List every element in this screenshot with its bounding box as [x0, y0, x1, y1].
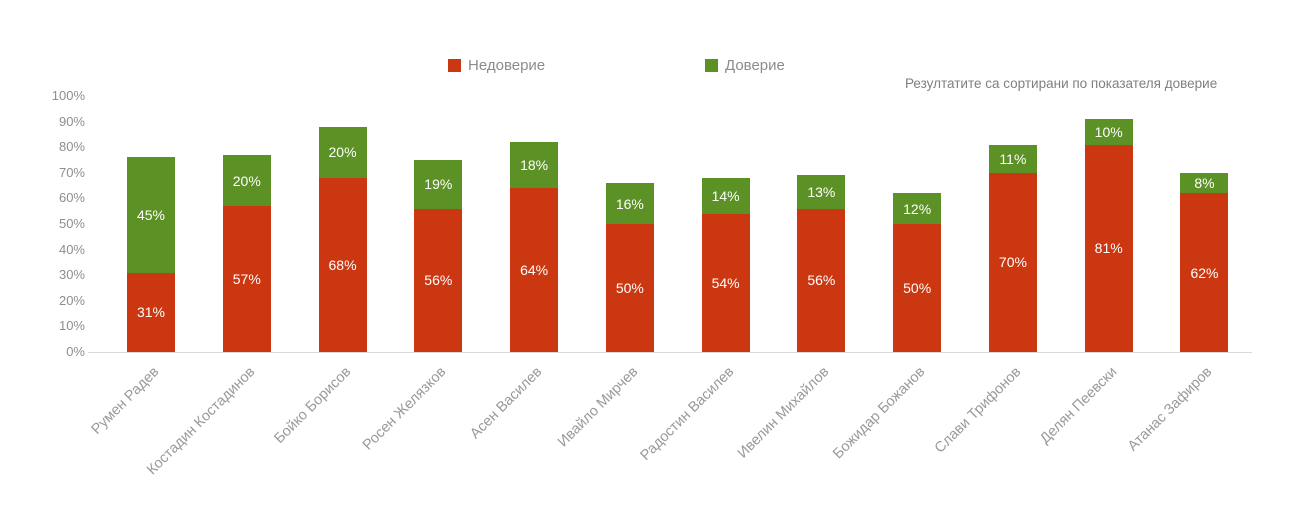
bar-segment-trust: 45% [127, 157, 175, 273]
x-axis-label: Делян Пеевски [1036, 364, 1121, 448]
bar-5: 64% 18% [510, 96, 559, 352]
bar-value-label: 81% [1094, 240, 1123, 257]
legend-item-trust: Доверие [705, 57, 785, 74]
x-axis-label: Росен Желязков [360, 364, 450, 454]
x-axis-label: Ивайло Мирчев [554, 364, 642, 451]
bar-segment-trust: 18% [510, 142, 559, 189]
bar-1: 31% 45% [127, 96, 175, 352]
legend-item-distrust: Недоверие [448, 57, 545, 74]
y-axis-tick-label: 0% [66, 344, 85, 359]
bar-value-label: 14% [711, 187, 740, 204]
bar-segment-distrust: 81% [1084, 144, 1133, 352]
bar-segment-trust: 14% [701, 177, 750, 214]
bar-value-label: 50% [615, 280, 644, 296]
x-axis-label: Бойко Борисов [270, 364, 354, 447]
bar-9: 50% 12% [893, 96, 942, 352]
bar-value-label: 18% [520, 157, 549, 174]
y-axis-tick-label: 50% [58, 216, 85, 231]
legend-label-trust: Доверие [725, 57, 785, 74]
bar-value-label: 62% [1190, 264, 1219, 281]
bar-segment-distrust: 62% [1180, 193, 1229, 352]
bar-3: 68% 20% [318, 96, 367, 352]
bar-7: 54% 14% [701, 96, 750, 352]
bar-segment-trust: 20% [222, 154, 271, 207]
x-axis-label: Атанас Зафиров [1125, 364, 1216, 455]
y-axis-tick-label: 10% [58, 318, 85, 334]
bar-value-label: 31% [136, 304, 166, 321]
bar-value-label: 13% [807, 184, 836, 200]
bar-value-label: 20% [328, 144, 357, 161]
bar-segment-trust: 16% [605, 183, 654, 224]
bar-segment-distrust: 50% [605, 224, 654, 352]
x-axis-label: Радостин Василев [637, 364, 737, 464]
bar-value-label: 64% [520, 262, 549, 279]
bar-segment-distrust: 68% [318, 177, 367, 352]
x-axis-label: Божидар Божанов [830, 364, 929, 463]
y-axis-tick-label: 100% [51, 88, 85, 103]
bar-segment-trust: 13% [797, 175, 846, 209]
bar-value-label: 8% [1194, 175, 1215, 192]
bar-segment-distrust: 50% [893, 224, 942, 352]
plot-area: 31% 45% 57% 20% 68% 20% 56% 19% 64% 18% 50% 16% 54% 1… [88, 96, 1252, 353]
x-axis-label: Румен Радев [88, 364, 163, 438]
bar-value-label: 68% [328, 256, 357, 273]
y-axis-tick-label: 60% [58, 190, 85, 206]
bar-segment-distrust: 56% [797, 208, 846, 352]
bar-segment-distrust: 57% [222, 206, 271, 352]
bar-8: 56% 13% [797, 96, 846, 352]
bar-6: 50% 16% [605, 96, 654, 352]
bar-value-label: 10% [1094, 123, 1123, 140]
legend-swatch-trust-icon [705, 59, 718, 72]
legend-swatch-distrust-icon [448, 59, 461, 72]
bar-segment-distrust: 64% [510, 188, 559, 352]
bar-value-label: 20% [232, 172, 261, 189]
bar-segment-trust: 12% [893, 193, 942, 224]
sort-note: Резултатите са сортирани по показателя д… [905, 76, 1218, 91]
bar-value-label: 12% [903, 200, 932, 217]
y-axis-tick-label: 80% [58, 139, 85, 155]
bar-value-label: 70% [998, 254, 1027, 271]
bar-value-label: 16% [615, 195, 644, 212]
y-axis-tick-label: 20% [58, 292, 85, 308]
bar-value-label: 45% [136, 207, 166, 224]
bar-segment-distrust: 70% [988, 172, 1037, 352]
bar-4: 56% 19% [414, 96, 463, 352]
bar-segment-distrust: 56% [414, 208, 463, 352]
bar-segment-distrust: 31% [127, 272, 175, 352]
bar-segment-trust: 11% [988, 144, 1037, 173]
bar-segment-trust: 10% [1084, 119, 1133, 145]
bar-11: 81% 10% [1084, 96, 1133, 352]
bar-10: 70% 11% [988, 96, 1037, 352]
y-axis-tick-label: 90% [58, 113, 85, 129]
bar-2: 57% 20% [222, 96, 271, 352]
x-axis-label: Асен Василев [467, 364, 546, 443]
x-axis-label: Ивелин Михайлов [735, 364, 833, 462]
bar-value-label: 56% [807, 272, 836, 289]
bar-value-label: 50% [903, 280, 932, 296]
y-axis-tick-label: 40% [58, 241, 85, 257]
legend-label-distrust: Недоверие [468, 57, 546, 74]
y-axis-tick-label: 30% [58, 267, 85, 283]
bar-segment-distrust: 54% [701, 213, 750, 352]
bar-12: 62% 8% [1180, 96, 1229, 352]
bar-value-label: 54% [711, 274, 740, 291]
bar-value-label: 57% [232, 271, 261, 288]
bar-segment-trust: 19% [414, 160, 463, 209]
bar-segment-trust: 8% [1180, 172, 1229, 194]
x-axis-label: Костадин Костадинов [143, 364, 259, 479]
bar-segment-trust: 20% [318, 126, 367, 178]
bar-value-label: 56% [424, 272, 453, 289]
y-axis-tick-label: 70% [58, 164, 85, 180]
bar-value-label: 19% [424, 176, 453, 193]
bar-value-label: 11% [999, 150, 1027, 167]
x-axis-label: Слави Трифонов [931, 364, 1025, 457]
